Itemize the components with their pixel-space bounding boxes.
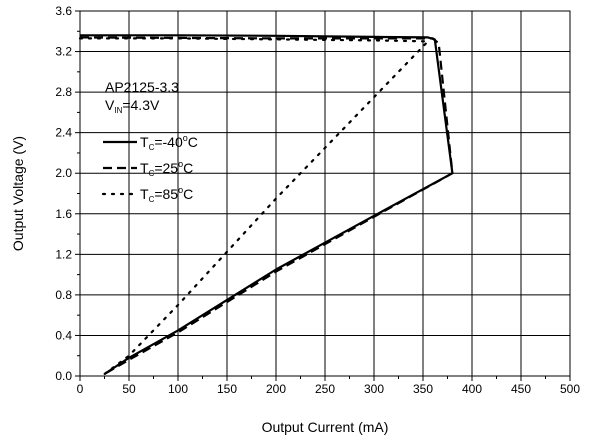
x-tick-label: 250	[315, 382, 335, 396]
legend-title-device: AP2125-3.3	[105, 79, 179, 95]
y-tick-label: 3.2	[55, 45, 72, 59]
legend-label-end: C	[188, 134, 198, 150]
legend-vin-rest: =4.3V	[122, 97, 160, 113]
y-tick-label: 2.0	[55, 166, 72, 180]
y-tick-label: 1.2	[55, 247, 72, 261]
legend-label-end: C	[183, 160, 193, 176]
legend-label-sub: C	[149, 195, 155, 204]
legend-vin-main: V	[105, 97, 115, 113]
legend-label-sub: C	[149, 169, 155, 178]
y-tick-label: 2.4	[55, 126, 72, 140]
x-tick-label: 500	[560, 382, 580, 396]
series-line-1	[80, 34, 454, 375]
legend-label-main: T	[140, 186, 149, 202]
legend-label-1: TC=-40oC	[140, 133, 198, 152]
x-tick-label: 450	[511, 382, 531, 396]
y-tick-label: 0.8	[55, 288, 72, 302]
y-tick-label: 0.0	[55, 369, 72, 383]
legend-label-mid: =85	[154, 186, 178, 202]
legend-label-end: C	[183, 186, 193, 202]
y-tick-label: 3.6	[55, 4, 72, 18]
grid	[80, 11, 570, 376]
legend-vin-sub: IN	[114, 106, 122, 115]
x-tick-label: 100	[168, 382, 188, 396]
x-tick-label: 350	[413, 382, 433, 396]
legend-label-main: T	[140, 134, 149, 150]
y-tick-label: 2.8	[55, 85, 72, 99]
series-line-3	[78, 37, 429, 376]
legend-label-main: T	[140, 160, 149, 176]
legend-label-mid: =25	[154, 160, 178, 176]
y-tick-label: 1.6	[55, 207, 72, 221]
series-line-2	[79, 36, 454, 375]
legend-label-sup: o	[178, 185, 183, 195]
x-tick-label: 400	[462, 382, 482, 396]
y-axis-title: Output Voltage (V)	[10, 136, 26, 251]
tick-labels: 0 50 100 150 200 250 300 350 400 450 500 0.0 0.4 0.8 1…	[55, 4, 580, 396]
legend-label-sub: C	[149, 143, 155, 152]
x-tick-label: 200	[266, 382, 286, 396]
legend-label-3: TC=85oC	[140, 185, 193, 204]
y-tick-label: 0.4	[55, 328, 72, 342]
x-tick-label: 50	[122, 382, 136, 396]
x-axis-title: Output Current (mA)	[262, 419, 389, 435]
ticks	[75, 10, 571, 381]
x-tick-label: 0	[77, 382, 84, 396]
legend-title-vin: VIN=4.3V	[105, 97, 160, 115]
series-layer	[78, 34, 454, 376]
legend-label-mid: =-40	[154, 134, 183, 150]
x-tick-label: 150	[217, 382, 237, 396]
legend-label-sup: o	[183, 133, 188, 143]
x-tick-label: 300	[364, 382, 384, 396]
legend: AP2125-3.3 VIN=4.3V TC=-40oCTC=25oCTC=85…	[101, 79, 198, 204]
legend-label-sup: o	[178, 159, 183, 169]
legend-label-2: TC=25oC	[140, 159, 193, 178]
